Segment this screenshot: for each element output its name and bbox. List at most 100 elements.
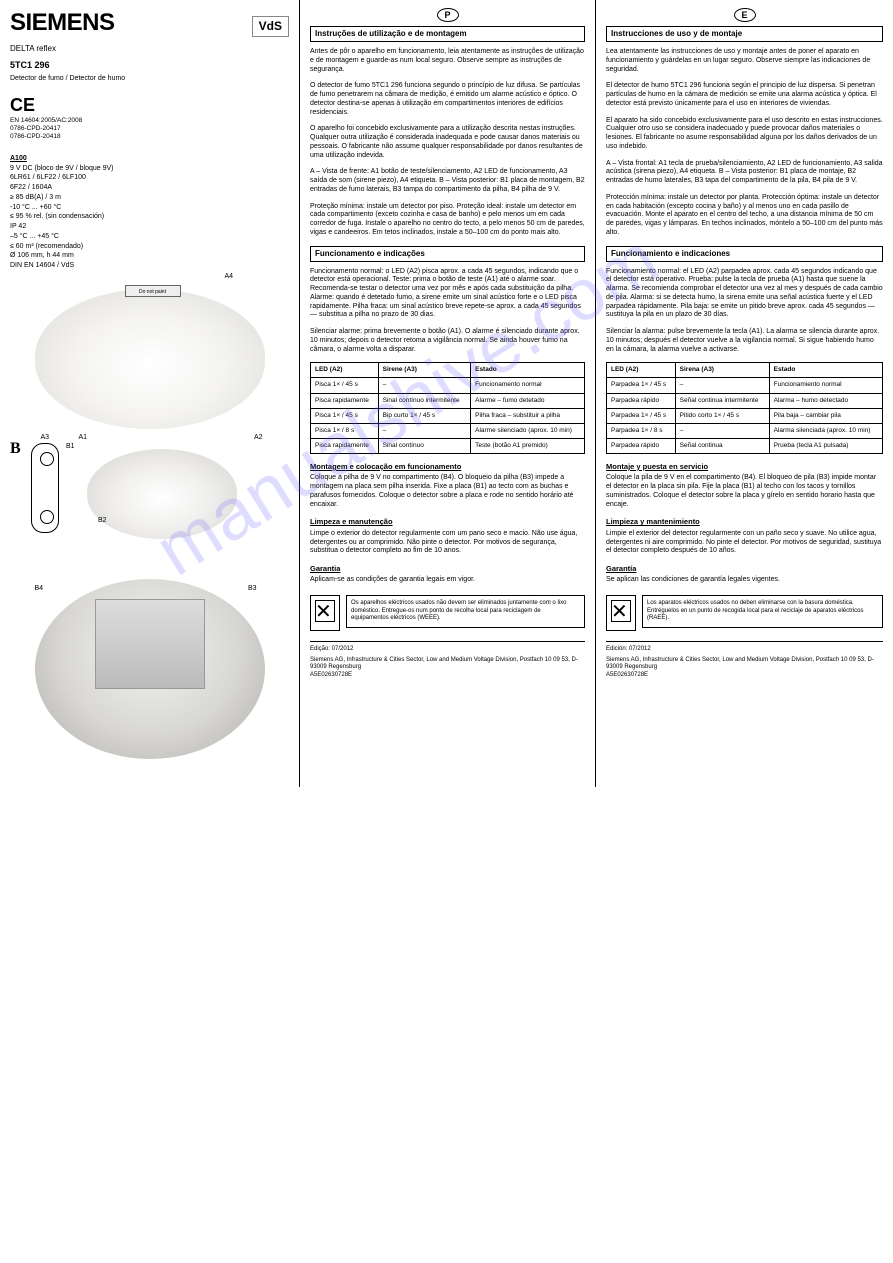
subhead-warranty-pt: Garantia (310, 564, 585, 573)
table-cell: Parpadea 1× / 45 s (607, 408, 676, 423)
intro-paragraph: El detector de humo 5TC1 296 funciona se… (606, 82, 883, 108)
table-row: Parpadea rápido Señal continua intermite… (607, 393, 883, 408)
callout-b1: B1 (66, 443, 75, 452)
status-table-es: LED (A2) Sirena (A3) Estado Parpadea 1× … (606, 362, 883, 454)
intro-paragraph: El aparato ha sido concebido exclusivame… (606, 117, 883, 152)
maint-paragraph: Limpe o exterior do detector regularment… (310, 530, 585, 556)
weee-text: Los aparatos eléctricos usados no deben … (642, 595, 883, 628)
weee-icon (310, 595, 340, 631)
weee-block-pt: Os aparelhos eléctricos usados não devem… (310, 595, 585, 631)
vds-badge: VdS (252, 16, 289, 37)
product-line: DELTA reflex (10, 44, 289, 54)
footer-docnum: A5E02630728E (310, 672, 585, 680)
figure-b-letter: B (10, 440, 21, 457)
table-header: Estado (471, 363, 585, 378)
subhead-maint-es: Limpieza y mantenimiento (606, 517, 883, 526)
footer-address: Siemens AG, Infrastructure & Cities Sect… (310, 657, 585, 672)
product-blurb: Detector de fumo / Detector de humo (10, 75, 289, 84)
operation-paragraph: Silenciar la alarma: pulse brevemente la… (606, 328, 883, 354)
table-cell: Parpadea 1× / 8 s (607, 423, 676, 438)
table-row: Parpadea 1× / 45 s Pitido corto 1× / 45 … (607, 408, 883, 423)
mount-paragraph: Coloque a pilha de 9 V no compartimento … (310, 474, 585, 509)
table-cell: Pisca rapidamente (311, 393, 379, 408)
table-cell: Bip curto 1× / 45 s (378, 408, 471, 423)
mount-paragraph: Coloque la pila de 9 V en el compartimen… (606, 474, 883, 509)
table-cell: – (675, 378, 769, 393)
table-cell: Teste (botão A1 premido) (471, 438, 585, 453)
spec-row: 6LR61 / 6LF22 / 6LF100 (10, 174, 289, 183)
detector-front-image: Do not paint A4 A3 A1 A2 (35, 289, 265, 429)
do-not-paint-label: Do not paint (125, 285, 181, 297)
mounting-plate-sketch (31, 443, 59, 533)
table-header: Sirena (A3) (675, 363, 769, 378)
subhead-mount-es: Montaje y puesta en servicio (606, 462, 883, 471)
weee-icon (606, 595, 636, 631)
table-row: Pisca 1× / 45 s – Funcionamento normal (311, 378, 585, 393)
table-cell: Sinal contínuo (378, 438, 471, 453)
intro-paragraph: Proteção mínima: instale um detector por… (310, 203, 585, 238)
detector-back-image: B4 B3 (35, 579, 265, 779)
callout-b2: B2 (98, 517, 107, 526)
table-cell: Funcionamento normal (471, 378, 585, 393)
ce-mark: CE (10, 94, 289, 117)
intro-paragraph: A – Vista frontal: A1 tecla de prueba/si… (606, 160, 883, 186)
table-row: Pisca 1× / 45 s Bip curto 1× / 45 s Pilh… (311, 408, 585, 423)
table-cell: – (378, 423, 471, 438)
table-cell: Pisca 1× / 8 s (311, 423, 379, 438)
table-header: LED (A2) (311, 363, 379, 378)
table-row: Pisca rapidamente Sinal contínuo Teste (… (311, 438, 585, 453)
table-row: Pisca 1× / 8 s – Alarme silenciado (apro… (311, 423, 585, 438)
operation-paragraph: Silenciar alarme: prima brevemente o bot… (310, 328, 585, 354)
table-cell: Señal continua intermitente (675, 393, 769, 408)
spec-row: ≥ 85 dB(A) / 3 m (10, 194, 289, 203)
model-number: 5TC1 296 (10, 60, 289, 71)
table-cell: Pilha fraca – substituir a pilha (471, 408, 585, 423)
cert-line: 0786-CPD-20418 (10, 133, 289, 141)
cert-line: 0786-CPD-20417 (10, 125, 289, 133)
language-badge-e: E (734, 8, 756, 22)
status-table-pt: LED (A2) Sirene (A3) Estado Pisca 1× / 4… (310, 362, 585, 454)
table-cell: Señal continua (675, 438, 769, 453)
spec-heading: A100 (10, 155, 27, 162)
table-cell: Alarma – humo detectado (769, 393, 882, 408)
spec-row: 6F22 / 1604A (10, 184, 289, 193)
spec-row: –5 °C ... +45 °C (10, 233, 289, 242)
figure-b: B B1 B2 (10, 439, 289, 569)
table-cell: – (378, 378, 471, 393)
intro-paragraph: O detector de fumo 5TC1 296 funciona seg… (310, 82, 585, 117)
table-cell: Prueba (tecla A1 pulsada) (769, 438, 882, 453)
table-header: LED (A2) (607, 363, 676, 378)
spec-row: Ø 106 mm, h 44 mm (10, 252, 289, 261)
table-cell: Alarme silenciado (aprox. 10 min) (471, 423, 585, 438)
operation-paragraph: Funcionamiento normal: el LED (A2) parpa… (606, 268, 883, 321)
intro-paragraph: Antes de pôr o aparelho em funcionamento… (310, 48, 585, 74)
section-title-operation-es: Funcionamiento e indicaciones (606, 246, 883, 262)
footer-address: Siemens AG, Infrastructure & Cities Sect… (606, 657, 883, 672)
table-cell: – (675, 423, 769, 438)
table-cell: Parpadea 1× / 45 s (607, 378, 676, 393)
footer-pt: Edição: 07/2012 Siemens AG, Infrastructu… (310, 641, 585, 679)
spec-row: IP 42 (10, 223, 289, 232)
footer-issue: Edição: 07/2012 (310, 646, 585, 654)
cert-lines: EN 14604:2005/AC:2008 0786-CPD-20417 078… (10, 117, 289, 141)
footer-es: Edición: 07/2012 Siemens AG, Infrastruct… (606, 641, 883, 679)
table-row: Pisca rapidamente Sinal contínuo intermi… (311, 393, 585, 408)
weee-text: Os aparelhos eléctricos usados não devem… (346, 595, 585, 628)
callout-a4: A4 (225, 273, 234, 282)
table-cell: Pisca 1× / 45 s (311, 378, 379, 393)
left-column: SIEMENS VdS DELTA reflex 5TC1 296 Detect… (0, 0, 300, 787)
column-spanish: E Instrucciones de uso y de montaje Lea … (596, 0, 893, 787)
table-row: Parpadea rápido Señal continua Prueba (t… (607, 438, 883, 453)
weee-block-es: Los aparatos eléctricos usados no deben … (606, 595, 883, 631)
subhead-maint-pt: Limpeza e manutenção (310, 517, 585, 526)
cert-line: EN 14604:2005/AC:2008 (10, 117, 289, 125)
detector-back-disc (35, 579, 265, 759)
footer-docnum: A5E02630728E (606, 672, 883, 680)
table-cell: Alarma silenciada (aprox. 10 min) (769, 423, 882, 438)
subhead-warranty-es: Garantía (606, 564, 883, 573)
table-cell: Pisca 1× / 45 s (311, 408, 379, 423)
warranty-paragraph: Aplicam-se as condições de garantia lega… (310, 576, 585, 585)
operation-paragraph: Funcionamento normal: o LED (A2) pisca a… (310, 268, 585, 321)
detector-side-image (87, 449, 237, 539)
table-cell: Funcionamiento normal (769, 378, 882, 393)
